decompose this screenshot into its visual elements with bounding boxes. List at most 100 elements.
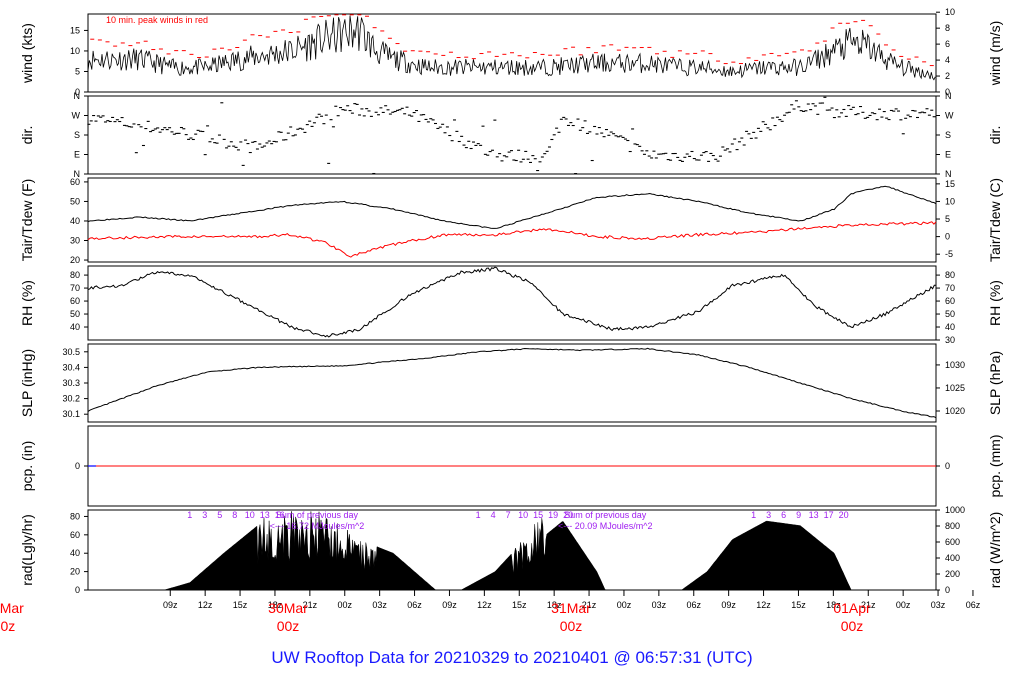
dir-panel-frame: [87, 95, 937, 175]
rad-sum-value: <--- 16.72 MJoules/m^2: [270, 521, 365, 531]
temp-ylabel-right: Tair/Tdew (C): [987, 178, 1003, 262]
temp-right-tick-label: 15: [945, 179, 955, 189]
rad-right-tick-label: 800: [945, 521, 960, 531]
x-day-hour-label: 00z: [841, 618, 864, 634]
dir-right-tick-label: S: [945, 130, 951, 140]
slp-panel-frame: [87, 343, 937, 423]
rad-hour-label: 7: [506, 510, 511, 520]
rad-hour-label: 16: [275, 510, 285, 520]
temp-left-tick-label: 60: [70, 177, 80, 187]
footer-title: UW Rooftop Data for 20210329 to 20210401…: [271, 648, 753, 667]
slp-left-tick-label: 30.3: [62, 378, 80, 388]
dir-ylabel-right: dir.: [987, 126, 1003, 145]
x-tick-label: 15z: [512, 600, 527, 610]
x-tick-label: 00z: [896, 600, 911, 610]
rad-sum-title: Sum of previous day: [564, 510, 647, 520]
x-day-label: 30Mar: [268, 600, 308, 616]
rad-left-tick-label: 60: [70, 530, 80, 540]
pcp-left-tick-label: 0: [75, 461, 80, 471]
rh-right-tick-label: 80: [945, 270, 955, 280]
x-day-label: 31Mar: [551, 600, 591, 616]
rh-left-tick-label: 50: [70, 309, 80, 319]
rad-hour-label: 10: [245, 510, 255, 520]
dir-ylabel: dir.: [19, 126, 35, 145]
rh-left-tick-label: 40: [70, 322, 80, 332]
wind-right-tick-label: 4: [945, 55, 950, 65]
x-tick-label: 00z: [617, 600, 632, 610]
dir-left-tick-label: W: [72, 111, 81, 121]
rad-hour-label: 4: [491, 510, 496, 520]
rad-hour-label: 9: [796, 510, 801, 520]
rad-left-tick-label: 40: [70, 548, 80, 558]
wind-left-tick-label: 10: [70, 46, 80, 56]
rad-hour-label: 1: [187, 510, 192, 520]
x-tick-label: 21z: [582, 600, 597, 610]
x-tick-label: 18z: [268, 600, 283, 610]
rad-hour-label: 1: [751, 510, 756, 520]
wind-ylabel-right: wind (m/s): [987, 21, 1003, 87]
x-tick-label: 09z: [163, 600, 178, 610]
rh-panel-frame: [87, 265, 937, 341]
rad-hour-label: 13: [260, 510, 270, 520]
temp-ylabel: Tair/Tdew (F): [19, 179, 35, 261]
x-tick-label: 18z: [547, 600, 562, 610]
rad-hour-label: 10: [518, 510, 528, 520]
temp-left-tick-label: 40: [70, 216, 80, 226]
rad-hour-label: 6: [781, 510, 786, 520]
temp-series-line: [87, 221, 937, 258]
x-tick-label: 15z: [233, 600, 248, 610]
rh-series-line: [87, 266, 936, 338]
temp-left-tick-label: 50: [70, 196, 80, 206]
rad-hour-label: 8: [232, 510, 237, 520]
dir-right-tick-label: N: [945, 169, 952, 179]
rh-left-tick-label: 60: [70, 296, 80, 306]
x-day-hour-label: 00z: [277, 618, 300, 634]
rad-hour-label: 5: [217, 510, 222, 520]
x-tick-label: 00z: [337, 600, 352, 610]
rh-right-tick-label: 40: [945, 322, 955, 332]
temp-left-tick-label: 30: [70, 236, 80, 246]
pcp-ylabel-right: pcp. (mm): [987, 435, 1003, 498]
rad-left-tick-label: 20: [70, 567, 80, 577]
x-tick-label: 03z: [652, 600, 667, 610]
slp-right-tick-label: 1020: [945, 406, 965, 416]
wind-right-tick-label: 8: [945, 23, 950, 33]
x-tick-label: 06z: [966, 600, 981, 610]
rh-right-tick-label: 50: [945, 309, 955, 319]
rad-right-tick-label: 600: [945, 537, 960, 547]
slp-ylabel: SLP (inHg): [19, 349, 35, 417]
x-day-label: 01Apr: [833, 600, 871, 616]
dir-left-tick-label: N: [74, 169, 81, 179]
x-tick-label: 21z: [861, 600, 876, 610]
dir-left-tick-label: N: [74, 91, 81, 101]
x-edge-day-label: 30Mar: [0, 600, 24, 616]
x-tick-label: 12z: [477, 600, 492, 610]
slp-left-tick-label: 30.4: [62, 362, 80, 372]
rh-ylabel-right: RH (%): [987, 280, 1003, 326]
slp-left-tick-label: 30.5: [62, 347, 80, 357]
rad-hour-label: 13: [809, 510, 819, 520]
rad-hour-label: 1: [476, 510, 481, 520]
rad-hour-label: 15: [533, 510, 543, 520]
rad-hour-label: 20: [563, 510, 573, 520]
slp-ylabel-right: SLP (hPa): [987, 351, 1003, 415]
dir-right-tick-label: E: [945, 150, 951, 160]
wind-right-tick-label: 0: [945, 87, 950, 97]
rh-right-tick-label: 60: [945, 296, 955, 306]
temp-right-tick-label: 5: [945, 214, 950, 224]
pcp-right-tick-label: 0: [945, 461, 950, 471]
wind-right-tick-label: 10: [945, 7, 955, 17]
rad-area: [88, 511, 936, 591]
temp-panel-frame: [87, 177, 937, 263]
wind-speed-line: [87, 15, 936, 81]
dir-left-tick-label: E: [74, 150, 80, 160]
rh-left-tick-label: 80: [70, 270, 80, 280]
wind-left-tick-label: 0: [75, 87, 80, 97]
x-edge-hour-label: 00z: [0, 618, 15, 634]
rad-hour-label: 3: [202, 510, 207, 520]
wind-ylabel: wind (kts): [19, 23, 35, 84]
dir-right-tick-label: N: [945, 91, 952, 101]
rad-sum-value: <--- 20.09 MJoules/m^2: [558, 521, 653, 531]
rh-left-tick-label: 70: [70, 283, 80, 293]
